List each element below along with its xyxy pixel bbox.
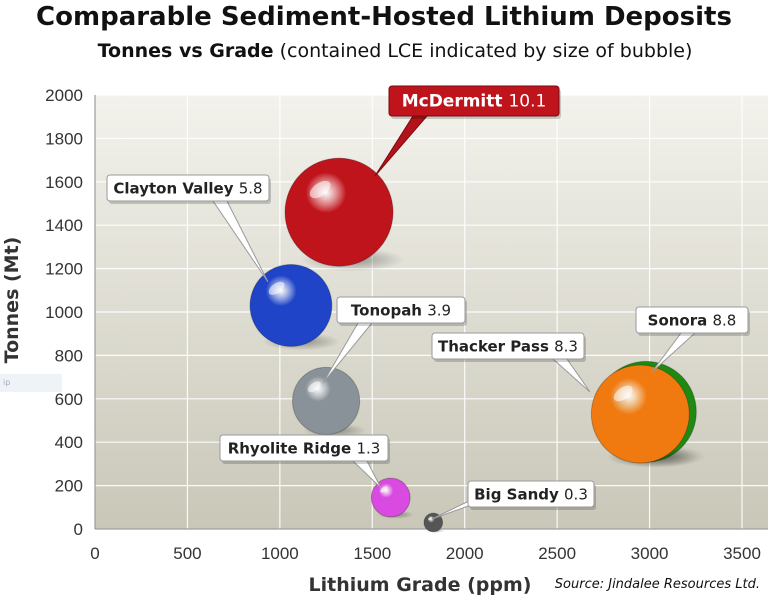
chart-subtitle: Tonnes vs Grade (contained LCE indicated… xyxy=(0,40,768,62)
callout-mcdermitt: McDermitt 10.1 xyxy=(374,85,561,177)
callout-label-mcdermitt: McDermitt 10.1 xyxy=(402,92,547,112)
callout-sonora: Sonora 8.8 xyxy=(635,306,750,373)
callout-label-clayton-valley: Clayton Valley 5.8 xyxy=(113,180,262,198)
y-tick-label: 800 xyxy=(55,346,83,365)
callout-label-sonora: Sonora 8.8 xyxy=(648,312,737,330)
y-tick-label: 1200 xyxy=(45,260,83,279)
callout-label-tonopah: Tonopah 3.9 xyxy=(351,302,451,320)
callout-name: Big Sandy xyxy=(474,486,564,504)
callout-big-sandy: Big Sandy 0.3 xyxy=(431,480,596,520)
bubble-mcdermitt[interactable] xyxy=(284,157,394,267)
bubble-highlight xyxy=(613,385,633,402)
callout-value: 8.8 xyxy=(712,312,736,330)
callout-box xyxy=(635,306,749,334)
y-tick-label: 1000 xyxy=(45,303,83,322)
callout-value: 10.1 xyxy=(508,92,546,112)
x-tick-label: 1500 xyxy=(353,544,391,563)
subtitle-rest: (contained LCE indicated by size of bubb… xyxy=(273,40,693,62)
x-tick-label: 2500 xyxy=(538,544,576,563)
callout-box xyxy=(467,480,595,508)
y-tick-label: 1600 xyxy=(45,173,83,192)
callout-label-big-sandy: Big Sandy 0.3 xyxy=(474,486,588,504)
callout-name: Tonopah xyxy=(351,302,427,320)
callout-box xyxy=(431,332,585,360)
x-tick-label: 2000 xyxy=(446,544,484,563)
bubble-highlight xyxy=(380,486,388,493)
faded-tooltip: ip xyxy=(0,374,62,392)
x-tick-label: 0 xyxy=(90,544,99,563)
callout-name: McDermitt xyxy=(402,92,509,112)
callout-box xyxy=(388,85,560,117)
source-note: Source: Jindalee Resources Ltd. xyxy=(554,577,760,592)
x-tick-label: 500 xyxy=(173,544,201,563)
axes: 0 200 400 600 800 1000 1200 1400 1600 1800 2000 0 50… xyxy=(45,86,768,563)
x-tick-label: 3000 xyxy=(631,544,669,563)
y-tick-label: 1400 xyxy=(45,216,83,235)
bubbles xyxy=(249,157,707,533)
callout-name: Clayton Valley xyxy=(113,180,238,198)
callouts: McDermitt 10.1 Clayton Valley 5.8 Tonopah … xyxy=(106,85,750,520)
callout-thacker-pass: Thacker Pass 8.3 xyxy=(431,332,591,393)
bubble-highlight xyxy=(307,381,321,393)
bubble-highlight xyxy=(428,517,432,521)
callout-label-rhyolite-ridge: Rhyolite Ridge 1.3 xyxy=(228,440,381,458)
y-axis-label: Tonnes (Mt) xyxy=(1,237,23,364)
callout-value: 0.3 xyxy=(564,486,588,504)
subtitle-bold: Tonnes vs Grade xyxy=(97,40,274,62)
y-tick-label: 2000 xyxy=(45,86,83,105)
callout-name: Rhyolite Ridge xyxy=(228,440,357,458)
y-tick-label: 1800 xyxy=(45,129,83,148)
x-axis-label: Lithium Grade (ppm) xyxy=(309,574,532,596)
chart-title: Comparable Sediment-Hosted Lithium Depos… xyxy=(36,2,732,32)
callout-value: 3.9 xyxy=(427,302,451,320)
callout-value: 8.3 xyxy=(554,338,578,356)
y-tick-label: 400 xyxy=(55,433,83,452)
callout-rhyolite-ridge: Rhyolite Ridge 1.3 xyxy=(219,434,390,489)
callout-box xyxy=(106,174,270,202)
bubble-thacker-pass[interactable] xyxy=(590,364,690,464)
callout-box xyxy=(219,434,389,462)
callout-name: Thacker Pass xyxy=(438,338,554,356)
y-tick-label: 200 xyxy=(55,477,83,496)
bubble-big-sandy[interactable] xyxy=(423,512,444,533)
x-tick-label: 1000 xyxy=(261,544,299,563)
bubble-clayton-valley[interactable] xyxy=(249,264,333,347)
y-tick-label: 600 xyxy=(55,390,83,409)
bubble-highlight xyxy=(268,281,285,295)
callout-tonopah: Tonopah 3.9 xyxy=(322,296,467,384)
callout-value: 1.3 xyxy=(356,440,380,458)
callout-label-thacker-pass: Thacker Pass 8.3 xyxy=(438,338,578,356)
bubble-highlight xyxy=(309,180,331,199)
callout-clayton-valley: Clayton Valley 5.8 xyxy=(106,174,271,283)
callout-name: Sonora xyxy=(648,312,713,330)
x-tick-label: 3500 xyxy=(723,544,761,563)
y-tick-label: 0 xyxy=(74,520,83,539)
callout-box xyxy=(336,296,466,324)
callout-value: 5.8 xyxy=(239,180,263,198)
